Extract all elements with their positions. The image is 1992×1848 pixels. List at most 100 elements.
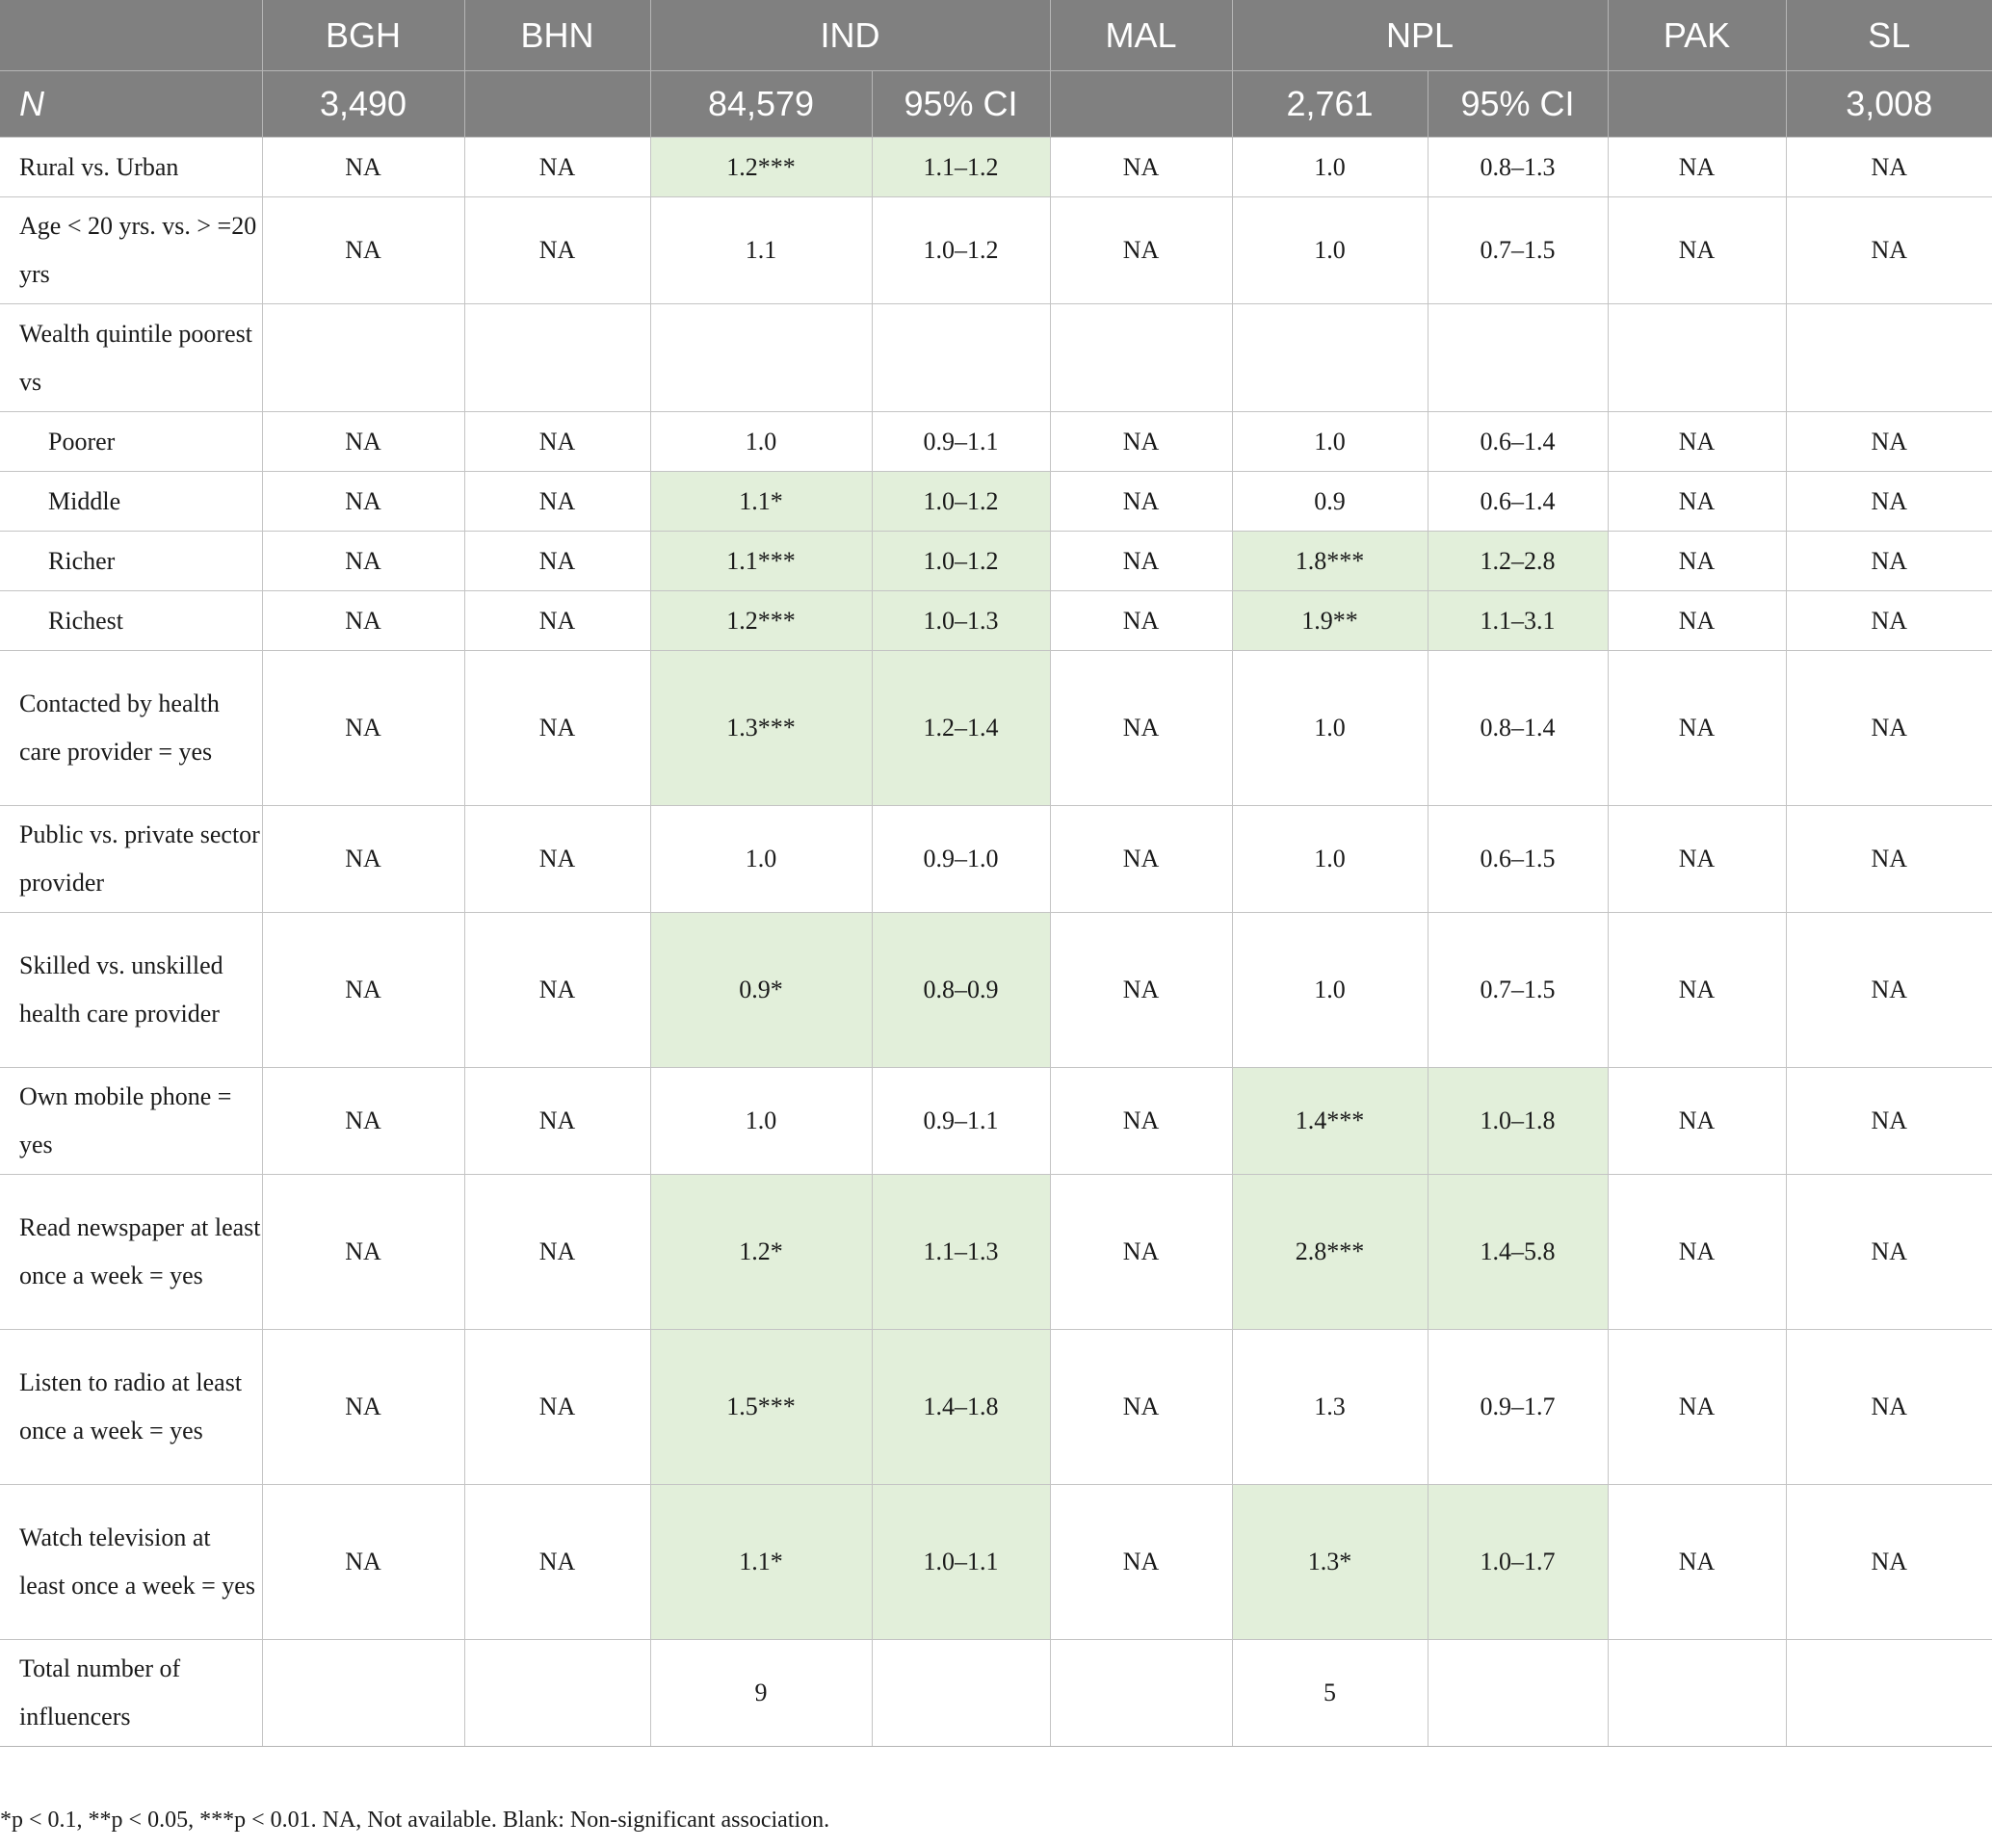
row-label: Wealth quintile poorest vs — [0, 303, 263, 412]
table-cell: NA — [1785, 137, 1992, 197]
table-row: Contacted by health care provider = yes … — [0, 650, 1992, 806]
table-cell: NA — [261, 650, 465, 806]
table-cell: 0.9–1.1 — [871, 1067, 1051, 1175]
table-cell: 1.2–2.8 — [1427, 531, 1609, 591]
table-cell: NA — [1607, 196, 1787, 304]
table-cell: 1.3* — [1231, 1484, 1428, 1640]
table-row: Richest NA NA 1.2*** 1.0–1.3 NA 1.9** 1.… — [0, 590, 1992, 651]
table-cell: NA — [1785, 590, 1992, 651]
table-cell: 1.0–1.2 — [871, 196, 1051, 304]
table-cell: NA — [1785, 650, 1992, 806]
table-row: Rural vs. Urban NA NA 1.2*** 1.1–1.2 NA … — [0, 137, 1992, 197]
table-cell: NA — [261, 590, 465, 651]
table-cell: 1.1–1.2 — [871, 137, 1051, 197]
table-cell: NA — [1049, 590, 1233, 651]
header-n-mal — [1049, 70, 1232, 138]
table-cell: 0.8–1.3 — [1427, 137, 1609, 197]
table-cell: 0.6–1.4 — [1427, 471, 1609, 532]
table-cell: NA — [463, 1067, 651, 1175]
table-cell: 1.3*** — [649, 650, 873, 806]
header-country-mal: MAL — [1049, 0, 1232, 71]
table-cell: NA — [1607, 1067, 1787, 1175]
header-ci-npl: 95% CI — [1427, 70, 1608, 138]
table-cell: 0.9 — [1231, 471, 1428, 532]
table-cell: NA — [463, 411, 651, 472]
table-cell: NA — [1785, 1067, 1992, 1175]
row-label: Listen to radio at least once a week = y… — [0, 1329, 263, 1485]
table-row-total: Total number of influencers 9 5 — [0, 1639, 1992, 1747]
table-cell: 1.9** — [1231, 590, 1428, 651]
table-cell: NA — [1785, 1329, 1992, 1485]
table-cell: NA — [463, 196, 651, 304]
table-cell: 1.0–1.3 — [871, 590, 1051, 651]
header-n-pak — [1607, 70, 1786, 138]
table-cell: NA — [1607, 137, 1787, 197]
table-cell: NA — [463, 650, 651, 806]
row-label: Richer — [0, 531, 263, 591]
table-cell: 1.0–1.7 — [1427, 1484, 1609, 1640]
table-cell — [1049, 303, 1233, 412]
table-cell: 0.9–1.0 — [871, 805, 1051, 913]
table-cell: NA — [1607, 1484, 1787, 1640]
table-cell: NA — [1049, 196, 1233, 304]
table-cell: 1.0 — [649, 411, 873, 472]
header-n-sl: 3,008 — [1785, 70, 1992, 138]
header-country-ind: IND — [649, 0, 1050, 71]
table-cell: NA — [463, 1174, 651, 1330]
table-cell: NA — [1607, 650, 1787, 806]
table-cell: 1.1* — [649, 1484, 873, 1640]
table-cell: 1.1*** — [649, 531, 873, 591]
table-cell: 1.0–1.2 — [871, 471, 1051, 532]
table-row: Listen to radio at least once a week = y… — [0, 1329, 1992, 1485]
table-cell — [1231, 303, 1428, 412]
table-cell — [1427, 303, 1609, 412]
table-cell: NA — [1785, 411, 1992, 472]
row-label: Contacted by health care provider = yes — [0, 650, 263, 806]
table-cell: 0.8–0.9 — [871, 912, 1051, 1068]
table-row: Skilled vs. unskilled health care provid… — [0, 912, 1992, 1068]
table-cell: 1.3 — [1231, 1329, 1428, 1485]
table-cell: 9 — [649, 1639, 873, 1747]
table-cell: 0.9–1.7 — [1427, 1329, 1609, 1485]
table-cell: NA — [1049, 1067, 1233, 1175]
row-label: Richest — [0, 590, 263, 651]
table-cell: NA — [463, 137, 651, 197]
table-cell: 1.1* — [649, 471, 873, 532]
table-cell: 0.7–1.5 — [1427, 196, 1609, 304]
header-country-bgh: BGH — [261, 0, 464, 71]
header-corner — [0, 0, 262, 71]
table-cell: NA — [1049, 650, 1233, 806]
table-cell: 0.7–1.5 — [1427, 912, 1609, 1068]
table-cell: 0.8–1.4 — [1427, 650, 1609, 806]
table-cell: NA — [261, 1067, 465, 1175]
row-label: Watch television at least once a week = … — [0, 1484, 263, 1640]
table-cell: 1.8*** — [1231, 531, 1428, 591]
table-cell: NA — [1607, 411, 1787, 472]
table-cell: NA — [1049, 1329, 1233, 1485]
table-cell: 1.0 — [1231, 805, 1428, 913]
table-cell: NA — [1049, 1174, 1233, 1330]
table-row: Read newspaper at least once a week = ye… — [0, 1174, 1992, 1330]
table-cell: NA — [261, 411, 465, 472]
table-cell: NA — [1607, 590, 1787, 651]
table-row: Public vs. private sector provider NA NA… — [0, 805, 1992, 913]
table-cell — [1607, 1639, 1787, 1747]
table-cell — [1607, 303, 1787, 412]
table-cell: NA — [261, 196, 465, 304]
table-cell: NA — [1049, 471, 1233, 532]
table-cell: NA — [463, 1484, 651, 1640]
table-cell: 5 — [1231, 1639, 1428, 1747]
row-label: Poorer — [0, 411, 263, 472]
table-cell: NA — [1785, 1174, 1992, 1330]
table-cell: 2.8*** — [1231, 1174, 1428, 1330]
table-cell: NA — [261, 1329, 465, 1485]
table-cell: NA — [1049, 1484, 1233, 1640]
table-row: Poorer NA NA 1.0 0.9–1.1 NA 1.0 0.6–1.4 … — [0, 411, 1992, 472]
header-n-label: N — [0, 70, 262, 138]
table-cell: NA — [1607, 805, 1787, 913]
table-cell — [871, 303, 1051, 412]
table-cell — [463, 303, 651, 412]
table-cell — [1785, 303, 1992, 412]
table-cell: NA — [1785, 805, 1992, 913]
table-cell: NA — [463, 590, 651, 651]
